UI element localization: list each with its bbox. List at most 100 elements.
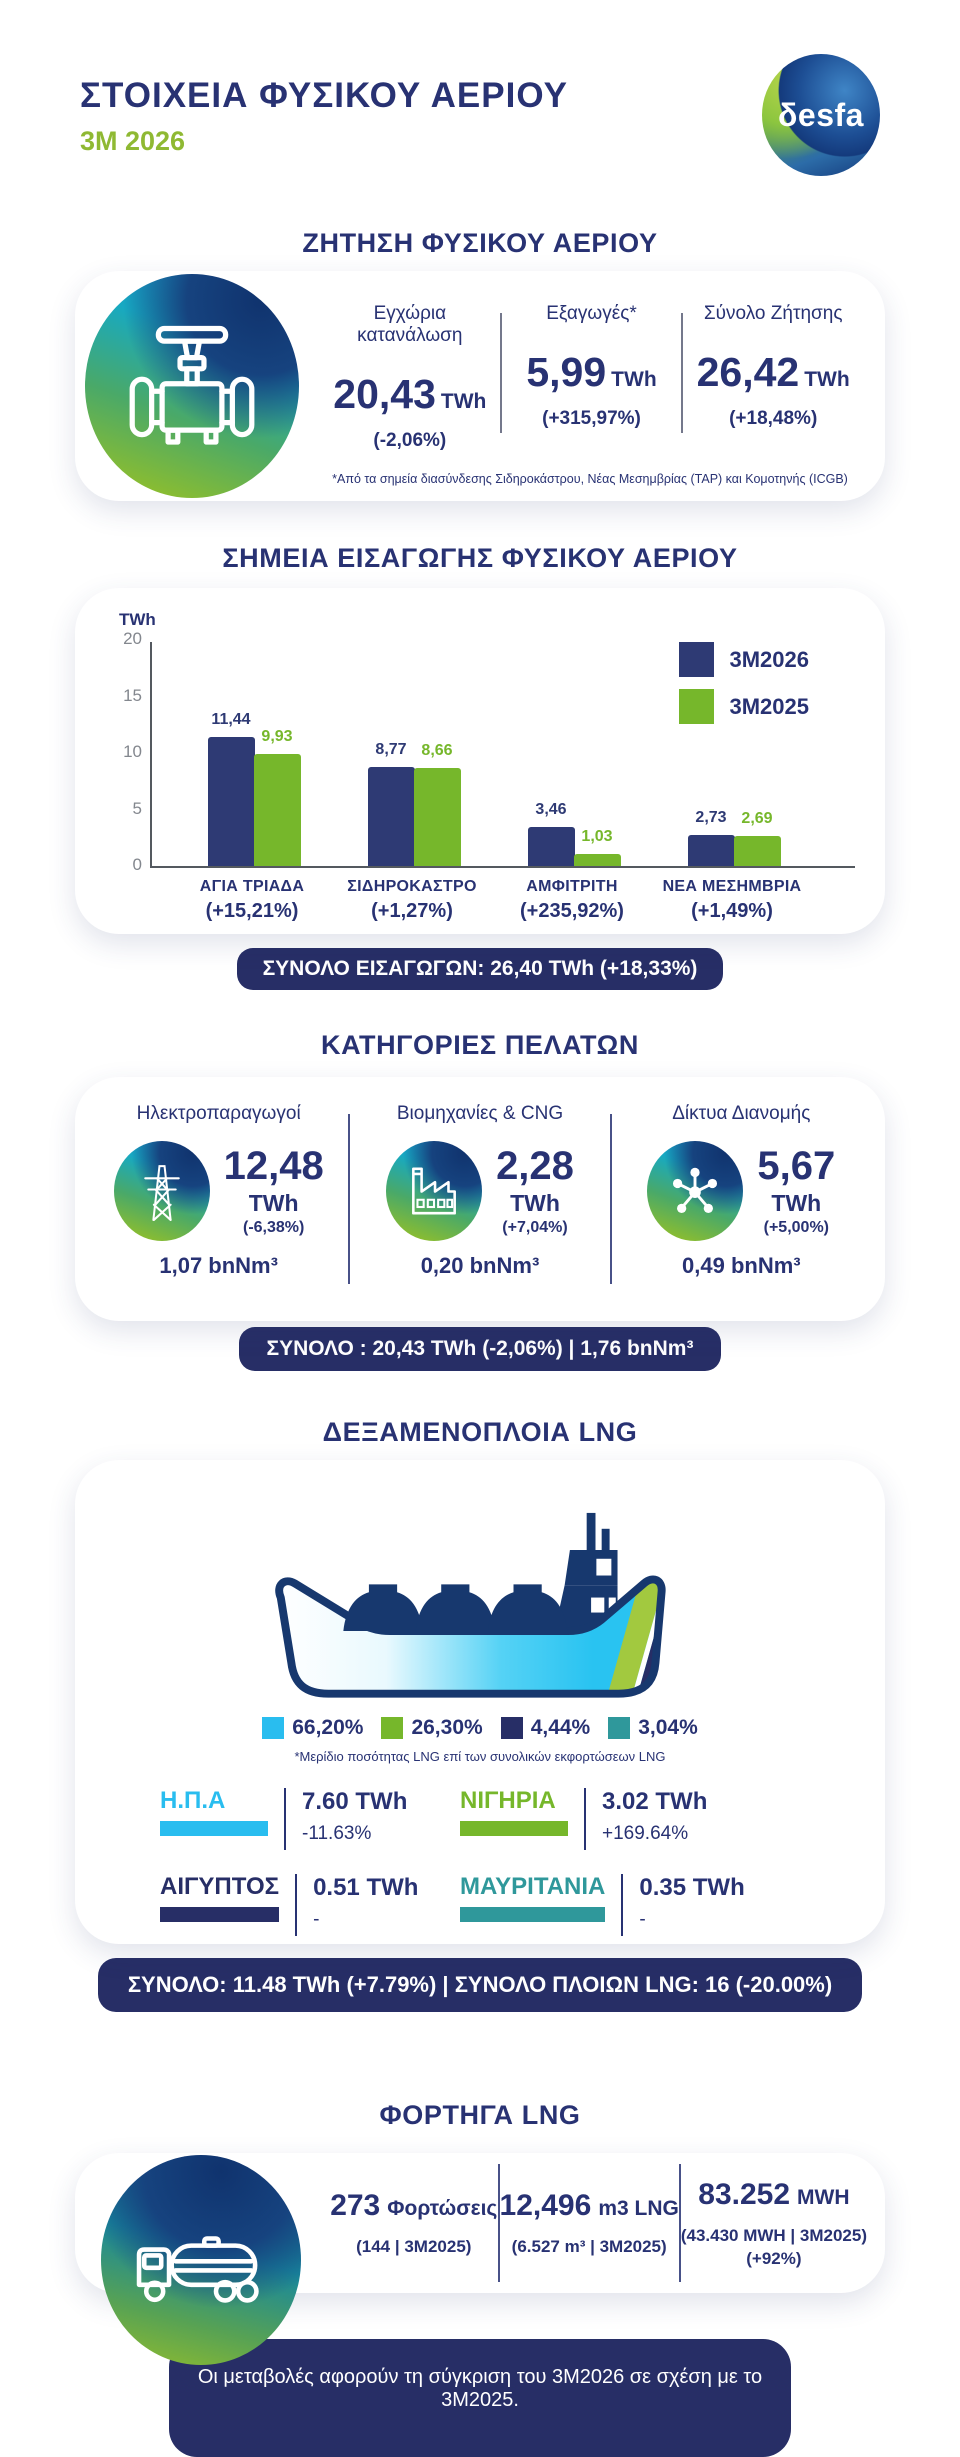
truck-stat-loadings: 273 Φορτώσεις (144 | 3M2025) bbox=[330, 2189, 498, 2257]
stat-unit: TWh bbox=[440, 390, 487, 413]
customer-volume: 1,07 bnNm³ bbox=[159, 1253, 278, 1278]
truck-stat-energy: 83.252 MWH (43.430 MWH | 3M2025) (+92%) bbox=[681, 2178, 867, 2269]
stat-change: (-2,06%) bbox=[373, 430, 447, 451]
stat-label: Εγχώρια κατανάλωση bbox=[357, 303, 463, 346]
bar-group-amfitriti: 3,46 1,03 bbox=[494, 801, 654, 866]
divider bbox=[295, 1874, 298, 1936]
lng-countries: Η.Π.Α 7.60 TWh -11.63% ΝΙΓΗΡΙΑ 3.02 TWh … bbox=[160, 1787, 800, 1936]
category-name: ΣΙΔΗΡΟΚΑΣΤΡΟ bbox=[347, 878, 477, 895]
customer-unit: TWh bbox=[510, 1189, 560, 1216]
share-item: 4,44% bbox=[500, 1716, 590, 1740]
customer-industries-cng: Βιομηχανίες & CNG 2,28 TWh (+7,04%) bbox=[350, 1077, 609, 1321]
demand-card: Εγχώρια κατανάλωση 20,43 TWh (-2,06%) Εξ… bbox=[75, 271, 885, 501]
divider bbox=[284, 1788, 286, 1850]
trucks-card: 273 Φορτώσεις (144 | 3M2025) 12,496 m3 L… bbox=[75, 2153, 885, 2365]
y-tick: 15 bbox=[123, 685, 142, 705]
stat-unit: TWh bbox=[611, 368, 657, 391]
x-category: ΑΓΙΑ ΤΡΙΑΔΑ (+15,21%) bbox=[172, 878, 332, 923]
bar-3m2025: 9,93 bbox=[253, 728, 301, 866]
divider bbox=[497, 2164, 500, 2282]
country-change: - bbox=[313, 1909, 320, 1930]
bar-group-nea-mesimvria: 2,73 2,69 bbox=[654, 809, 814, 866]
y-tick: 0 bbox=[132, 855, 142, 874]
plot-area: 0 5 10 15 20 11,44 9,93 8,77 bbox=[123, 629, 855, 874]
customers-card: Ηλεκτροπαραγωγοί 12,48 TWh (-6,38%) bbox=[75, 1077, 885, 1321]
country-name: ΝΙΓΗΡΙΑ bbox=[460, 1787, 556, 1814]
country-mauritania: ΜΑΥΡΙΤΑΝΙΑ 0.35 TWh - bbox=[460, 1873, 780, 1936]
truck-stat-value: 83.252 bbox=[698, 2177, 791, 2211]
truck-stat-volume: 12,496 m3 LNG (6.527 m³ | 3M2025) bbox=[500, 2189, 679, 2257]
trucks-section-title: ΦΟΡΤΗΓΑ LNG bbox=[379, 2100, 581, 2130]
bar-value-label: 1,03 bbox=[581, 828, 613, 846]
truck-stat-unit: MWH bbox=[797, 2185, 850, 2209]
bar-3m2026: 8,77 bbox=[367, 741, 415, 866]
customer-value: 2,28 bbox=[496, 1143, 574, 1188]
truck-stat-unit: Φορτώσεις bbox=[387, 2197, 498, 2220]
ships-section-title: ΔΕΞΑΜΕΝΟΠΛΟΙΑ LNG bbox=[322, 1417, 638, 1447]
legend-swatch-3m2026 bbox=[679, 642, 715, 677]
divider bbox=[348, 1114, 351, 1284]
divider bbox=[621, 1874, 624, 1936]
truck-stat-value: 273 bbox=[330, 2189, 381, 2222]
divider bbox=[584, 1788, 586, 1850]
category-change: (+1,49%) bbox=[691, 900, 773, 922]
customer-label: Δίκτυα Διανομής bbox=[672, 1103, 811, 1124]
country-change: -11.63% bbox=[302, 1823, 372, 1844]
bar-chart: 0 5 10 15 20 11,44 9,93 8,77 bbox=[123, 629, 855, 923]
y-tick: 5 bbox=[132, 798, 142, 818]
ships-card: 66,20% 26,30% 4,44% 3,04% *Μερίδιο ποσότ… bbox=[75, 1460, 885, 1944]
category-change: (+1,27%) bbox=[371, 900, 453, 922]
bar-value-label: 3,46 bbox=[535, 800, 567, 818]
category-change: (+235,92%) bbox=[520, 900, 624, 922]
bar-3m2025: 1,03 bbox=[573, 828, 621, 866]
share-pct: 3,04% bbox=[638, 1716, 698, 1739]
stat-total-demand: Σύνολο Ζήτησης 26,42 TWh (+18,48%) bbox=[683, 303, 863, 452]
entry-points-total-badge: ΣΥΝΟΛΟ ΕΙΣΑΓΩΓΩΝ: 26,40 TWh (+18,33%) bbox=[236, 948, 724, 990]
country-color-bar bbox=[460, 1821, 568, 1837]
stat-domestic-consumption: Εγχώρια κατανάλωση 20,43 TWh (-2,06%) bbox=[320, 303, 500, 452]
stat-exports: Εξαγωγές* 5,99 TWh (+315,97%) bbox=[502, 303, 682, 452]
desfa-logo: δesfa bbox=[762, 54, 880, 176]
customer-value: 5,67 bbox=[757, 1143, 836, 1188]
demand-footnote: *Από τα σημεία διασύνδεσης Σιδηροκάστρου… bbox=[332, 472, 848, 486]
footer-note: Οι μεταβολές αφορούν τη σύγκριση του 3M2… bbox=[169, 2339, 791, 2457]
customer-volume: 0,49 bnNm³ bbox=[682, 1253, 801, 1278]
desfa-logo-text: δesfa bbox=[778, 96, 864, 133]
stat-value: 20,43 bbox=[333, 371, 436, 417]
legend-item-3m2026: 3M2026 bbox=[679, 642, 809, 677]
ships-total-badge: ΣΥΝΟΛΟ: 11.48 TWh (+7.79%) | ΣΥΝΟΛΟ ΠΛΟΙ… bbox=[97, 1958, 863, 2012]
page-title: ΣΤΟΙΧΕΙΑ ΦΥΣΙΚΟΥ ΑΕΡΙΟΥ bbox=[80, 76, 568, 115]
category-name: ΑΓΙΑ ΤΡΙΑΔΑ bbox=[199, 878, 305, 895]
legend-item-3m2025: 3M2025 bbox=[679, 689, 809, 724]
divider bbox=[609, 1114, 612, 1284]
truck-stat-sub: (43.430 MWH | 3M2025) bbox=[680, 2225, 867, 2245]
divider bbox=[678, 2164, 681, 2282]
legend-label: 3M2025 bbox=[729, 693, 809, 719]
distribution-network-icon bbox=[673, 1167, 718, 1214]
country-nigeria: ΝΙΓΗΡΙΑ 3.02 TWh +169.64% bbox=[460, 1787, 780, 1850]
demand-section-title: ΖΗΤΗΣΗ ΦΥΣΙΚΟΥ ΑΕΡΙΟΥ bbox=[302, 228, 658, 258]
category-change: (+15,21%) bbox=[205, 900, 299, 922]
country-name: ΑΙΓΥΠΤΟΣ bbox=[160, 1873, 280, 1900]
country-change: +169.64% bbox=[602, 1823, 689, 1844]
customer-change: (+5,00%) bbox=[763, 1218, 829, 1236]
factory-badge bbox=[386, 1141, 483, 1241]
ships-footnote: *Μερίδιο ποσότητας LNG επί των συνολικών… bbox=[294, 1749, 666, 1764]
legend-swatch-3m2025 bbox=[679, 689, 715, 724]
customer-unit: TWh bbox=[248, 1189, 299, 1216]
country-color-bar bbox=[460, 1907, 606, 1923]
customer-distribution-networks: Δίκτυα Διανομής 5,67 TWh bbox=[612, 1077, 871, 1321]
lng-share-legend: 66,20% 26,30% 4,44% 3,04% bbox=[75, 1716, 885, 1740]
share-swatch-mauritania bbox=[608, 1717, 631, 1739]
ship-lng-domes bbox=[343, 1584, 568, 1632]
bar-group-agia-triada: 11,44 9,93 bbox=[174, 711, 334, 866]
truck-stat-sub2: (+92%) bbox=[746, 2248, 802, 2268]
share-item: 26,30% bbox=[381, 1716, 483, 1740]
bar-groups: 11,44 9,93 8,77 8,66 3,46 bbox=[152, 642, 855, 866]
country-color-bar bbox=[160, 1821, 268, 1837]
country-name: ΜΑΥΡΙΤΑΝΙΑ bbox=[460, 1873, 606, 1900]
y-tick: 10 bbox=[123, 742, 142, 761]
share-item: 3,04% bbox=[608, 1716, 698, 1740]
share-swatch-egypt bbox=[500, 1717, 523, 1739]
country-value: 3.02 TWh bbox=[602, 1788, 708, 1815]
